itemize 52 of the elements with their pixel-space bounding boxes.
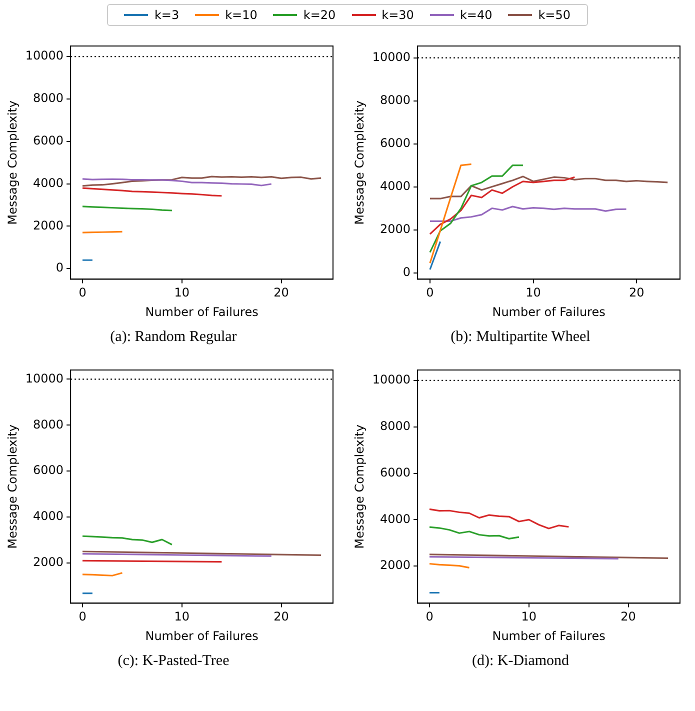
x-axis-title: Number of Failures xyxy=(145,628,258,643)
y-tick-label: 6000 xyxy=(33,134,64,148)
x-tick-label: 10 xyxy=(521,610,537,624)
y-axis-title: Message Complexity xyxy=(5,424,20,549)
x-axis-title: Number of Failures xyxy=(492,628,606,643)
x-tick-label: 0 xyxy=(426,286,434,300)
y-tick-label: 10000 xyxy=(25,371,64,386)
y-tick-label: 4000 xyxy=(380,512,411,526)
x-axis-title: Number of Failures xyxy=(492,304,606,319)
y-tick-label: 8000 xyxy=(33,417,64,432)
x-tick-label: 20 xyxy=(620,610,636,624)
x-tick-label: 0 xyxy=(78,286,86,300)
y-tick-label: 6000 xyxy=(33,463,64,478)
y-tick-label: 2000 xyxy=(380,222,411,236)
y-tick-label: 4000 xyxy=(33,509,64,524)
legend-label: k=20 xyxy=(303,8,336,22)
y-tick-label: 0 xyxy=(56,260,64,275)
legend-label: k=30 xyxy=(382,8,414,22)
y-tick-label: 6000 xyxy=(380,136,411,150)
y-tick-label: 8000 xyxy=(33,91,64,106)
legend-label: k=10 xyxy=(225,8,258,22)
x-tick-label: 10 xyxy=(174,610,190,624)
y-tick-label: 10000 xyxy=(372,372,411,387)
y-axis-title: Message Complexity xyxy=(352,424,366,549)
y-tick-label: 2000 xyxy=(33,555,64,570)
y-tick-label: 2000 xyxy=(380,558,411,572)
x-tick-label: 20 xyxy=(628,286,644,300)
y-axis-title: Message Complexity xyxy=(5,100,20,225)
text: (b): Multipartite Wheel xyxy=(450,328,592,347)
y-tick-label: 8000 xyxy=(380,418,411,433)
x-tick-label: 10 xyxy=(174,286,190,300)
x-tick-label: 20 xyxy=(274,610,289,624)
text: (d): K-Diamond xyxy=(470,652,570,671)
text: (a): Random Regular xyxy=(109,328,238,347)
y-tick-label: 4000 xyxy=(380,178,411,193)
legend-label: k=3 xyxy=(154,8,180,22)
y-tick-label: 10000 xyxy=(372,50,411,64)
legend-label: k=50 xyxy=(538,8,571,22)
y-tick-label: 8000 xyxy=(380,92,411,107)
text: (c): K-Pasted-Tree xyxy=(116,652,230,671)
y-tick-label: 2000 xyxy=(33,218,64,232)
y-tick-label: 6000 xyxy=(380,465,411,480)
y-tick-label: 10000 xyxy=(25,48,64,63)
x-tick-label: 0 xyxy=(78,610,86,624)
x-tick-label: 0 xyxy=(426,610,434,624)
x-tick-label: 20 xyxy=(274,286,289,300)
y-tick-label: 0 xyxy=(402,264,411,279)
legend-label: k=40 xyxy=(460,8,492,22)
y-axis-title: Message Complexity xyxy=(352,100,366,225)
x-tick-label: 10 xyxy=(526,286,541,300)
x-axis-title: Number of Failures xyxy=(145,304,258,319)
y-tick-label: 4000 xyxy=(33,176,64,190)
